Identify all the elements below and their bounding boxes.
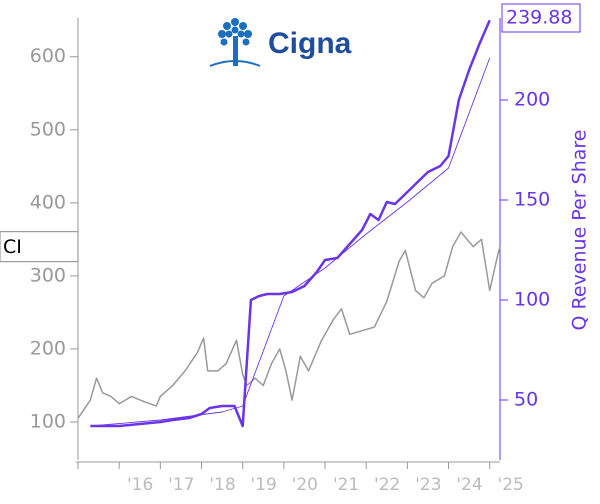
logo-text: Cigna [268, 27, 352, 60]
y-tick-label: 600 [30, 45, 66, 67]
x-tick-label: '16 [127, 475, 153, 495]
y2-tick-label: 200 [514, 89, 550, 111]
value-label: 239.88 [506, 7, 572, 29]
y-tick-label: 200 [30, 337, 66, 359]
series-line [90, 57, 491, 427]
series-label: CI [3, 236, 22, 258]
y2-tick-label: 100 [514, 289, 550, 311]
y-tick-label: 300 [30, 264, 66, 286]
x-tick-label: '17 [168, 475, 194, 495]
y2-axis-label: Q Revenue Per Share [569, 130, 591, 331]
x-tick-label: '21 [333, 475, 359, 495]
series-line [77, 231, 501, 419]
y-tick-label: 500 [30, 118, 66, 140]
logo-icon [209, 18, 261, 67]
value-label-box [501, 3, 581, 33]
x-tick-label: '19 [251, 475, 277, 495]
y-tick-label: 400 [30, 191, 66, 213]
logo: Cigna [209, 18, 352, 67]
y-tick-label: 100 [30, 411, 66, 433]
x-tick-label: '18 [209, 475, 235, 495]
y2-tick-label: 50 [514, 389, 538, 411]
series-label-box [0, 231, 79, 263]
x-tick-label: '20 [292, 475, 318, 495]
x-tick-label: '22 [374, 475, 400, 495]
x-tick-label: '23 [415, 475, 441, 495]
x-tick-label: '24 [456, 475, 482, 495]
x-tick-label: '25 [498, 475, 524, 495]
series-line [90, 19, 491, 428]
y2-tick-label: 150 [514, 189, 550, 211]
